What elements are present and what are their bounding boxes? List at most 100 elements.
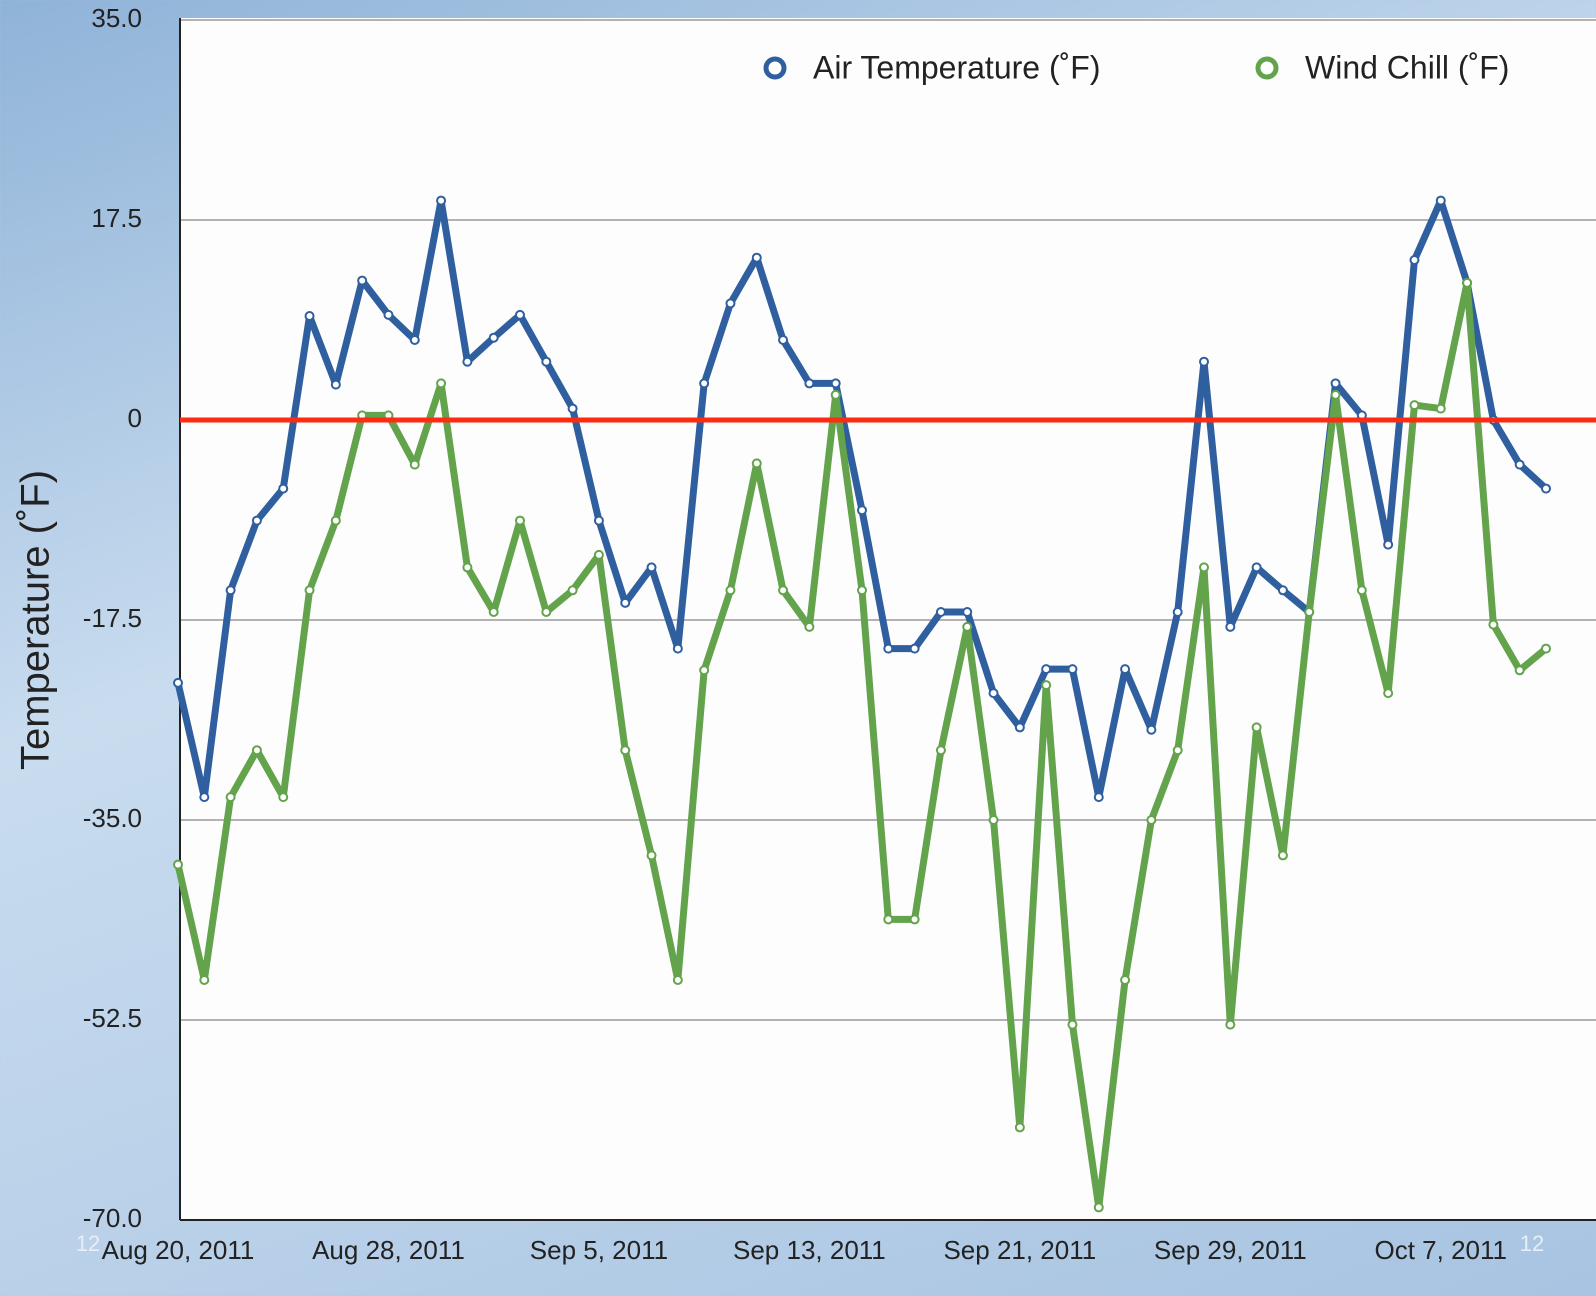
page-number: 12	[1520, 1231, 1544, 1256]
point	[1226, 623, 1234, 631]
point	[1016, 723, 1024, 731]
point	[858, 506, 866, 514]
point	[384, 311, 392, 319]
point	[1068, 665, 1076, 673]
point	[753, 254, 761, 262]
point	[805, 379, 813, 387]
legend-label: Wind Chill (˚F)	[1305, 49, 1509, 85]
point	[753, 459, 761, 467]
point	[332, 517, 340, 525]
y-tick-label: -35.0	[83, 803, 142, 833]
point	[253, 517, 261, 525]
point	[595, 551, 603, 559]
x-tick-label: Aug 20, 2011	[102, 1235, 255, 1265]
point	[174, 679, 182, 687]
point	[674, 976, 682, 984]
point	[200, 793, 208, 801]
point	[1253, 723, 1261, 731]
point	[1068, 1021, 1076, 1029]
point	[700, 666, 708, 674]
point	[516, 311, 524, 319]
point	[1095, 793, 1103, 801]
point	[227, 793, 235, 801]
legend-label: Air Temperature (˚F)	[813, 49, 1100, 85]
point	[1542, 645, 1550, 653]
x-tick-label: Oct 7, 2011	[1375, 1235, 1508, 1265]
plot-area	[180, 18, 1596, 1220]
point	[1279, 586, 1287, 594]
x-tick-label: Aug 28, 2011	[312, 1235, 465, 1265]
point	[1305, 608, 1313, 616]
point	[437, 197, 445, 205]
point	[884, 915, 892, 923]
point	[805, 623, 813, 631]
point	[621, 746, 629, 754]
y-tick-label: 17.5	[91, 203, 142, 233]
point	[911, 915, 919, 923]
point	[1121, 976, 1129, 984]
point	[832, 379, 840, 387]
point	[1200, 358, 1208, 366]
point	[411, 336, 419, 344]
point	[937, 608, 945, 616]
point	[411, 461, 419, 469]
point	[1147, 726, 1155, 734]
y-tick-label: 35.0	[91, 3, 142, 33]
page: Temperature (˚F) 12 12 -70.0-52.5-35.0-1…	[0, 0, 1596, 1296]
point	[1226, 1021, 1234, 1029]
point	[1410, 401, 1418, 409]
point	[542, 358, 550, 366]
point	[1489, 621, 1497, 629]
point	[463, 358, 471, 366]
point	[779, 586, 787, 594]
point	[990, 689, 998, 697]
point	[726, 299, 734, 307]
point	[1516, 461, 1524, 469]
legend-marker	[1258, 59, 1276, 77]
point	[463, 563, 471, 571]
point	[490, 608, 498, 616]
point	[1253, 563, 1261, 571]
point	[174, 861, 182, 869]
point	[595, 517, 603, 525]
point	[1516, 666, 1524, 674]
point	[1174, 608, 1182, 616]
chart: Temperature (˚F) 12 12 -70.0-52.5-35.0-1…	[0, 0, 1596, 1296]
point	[911, 645, 919, 653]
x-tick-label: Sep 21, 2011	[943, 1235, 1096, 1265]
y-tick-label: -70.0	[83, 1203, 142, 1233]
point	[279, 793, 287, 801]
point	[937, 746, 945, 754]
point	[279, 485, 287, 493]
point	[1042, 681, 1050, 689]
point	[648, 563, 656, 571]
point	[1200, 563, 1208, 571]
x-tick-label: Sep 5, 2011	[530, 1235, 668, 1265]
point	[700, 379, 708, 387]
x-tick-label: Sep 13, 2011	[733, 1235, 886, 1265]
point	[990, 816, 998, 824]
y-tick-label: -17.5	[83, 603, 142, 633]
point	[1542, 485, 1550, 493]
point	[674, 645, 682, 653]
point	[1121, 665, 1129, 673]
point	[1279, 851, 1287, 859]
point	[1384, 689, 1392, 697]
point	[1332, 379, 1340, 387]
point	[1384, 541, 1392, 549]
point	[648, 851, 656, 859]
point	[569, 405, 577, 413]
point	[1437, 405, 1445, 413]
point	[1095, 1203, 1103, 1211]
point	[306, 312, 314, 320]
point	[227, 586, 235, 594]
point	[1147, 816, 1155, 824]
point	[726, 586, 734, 594]
point	[832, 391, 840, 399]
y-axis-label: Temperature (˚F)	[14, 470, 58, 770]
point	[490, 334, 498, 342]
point	[542, 608, 550, 616]
point	[858, 586, 866, 594]
point	[253, 746, 261, 754]
point	[1410, 256, 1418, 264]
